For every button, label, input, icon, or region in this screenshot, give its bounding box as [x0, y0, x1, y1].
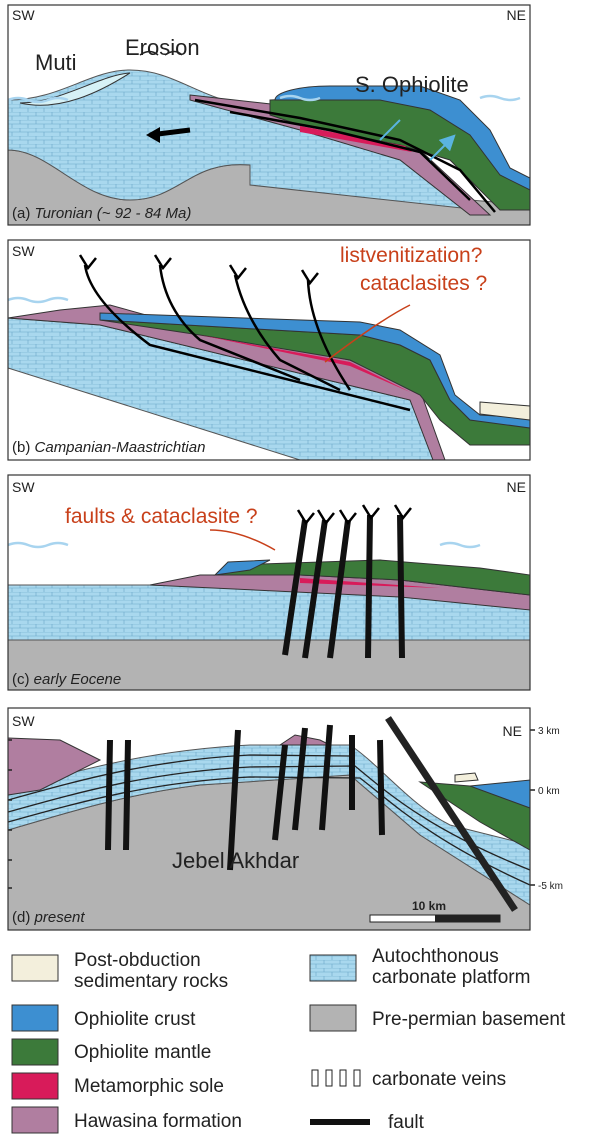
annotation: Erosion [125, 35, 200, 60]
ne-label: NE [507, 7, 526, 23]
sw-label: SW [12, 713, 35, 729]
legend: Post-obduction sedimentary rocks Ophioli… [12, 946, 566, 1133]
annotation: listvenitization? [340, 244, 482, 267]
depth-label: 0 km [538, 786, 560, 797]
annotation: cataclasites ? [360, 272, 487, 295]
panel-label: (a) [12, 205, 30, 222]
panel-age: present [34, 909, 86, 926]
panel-caption: (b) Campanian-Maastrichtian [12, 439, 205, 456]
panel-b: SW listvenitization? cataclasites ? (b) … [8, 240, 530, 460]
annotation: Muti [35, 50, 77, 75]
legend-label: fault [388, 1112, 425, 1133]
legend-label: Autochthonous [372, 946, 499, 967]
panel-caption: (a) Turonian (~ 92 - 84 Ma) [12, 205, 191, 222]
ne-label: NE [503, 723, 522, 739]
sw-label: SW [12, 479, 35, 495]
panel-c: SW NE faults & cataclasite ? (c) early E… [8, 475, 530, 690]
annotation: faults & cataclasite ? [65, 505, 258, 528]
sw-label: SW [12, 7, 35, 23]
ne-label: NE [507, 479, 526, 495]
figure: SW NE Muti Erosion S. Ophiolite (a) Turo… [0, 0, 616, 1139]
legend-label: Post-obduction [74, 950, 201, 971]
annotation: S. Ophiolite [355, 72, 469, 97]
panel-label: (b) [12, 439, 30, 456]
panel-label: (d) [12, 909, 30, 926]
depth-label: 3 km [538, 726, 560, 737]
panel-a: SW NE Muti Erosion S. Ophiolite (a) Turo… [8, 5, 530, 225]
legend-label: sedimentary rocks [74, 971, 228, 992]
legend-label: carbonate platform [372, 967, 530, 988]
depth-label: -5 km [538, 881, 563, 892]
panel-age: Turonian (~ 92 - 84 Ma) [35, 205, 192, 222]
legend-label: Pre-permian basement [372, 1009, 566, 1030]
panel-caption: (d) present [12, 909, 85, 926]
legend-label: Hawasina formation [74, 1111, 242, 1132]
panel-caption: (c) early Eocene [12, 671, 121, 688]
legend-label: carbonate veins [372, 1069, 506, 1090]
panel-d: SW NE 3 km 0 km -5 km Jebel Akhdar 10 km… [8, 708, 563, 930]
sw-label: SW [12, 243, 35, 259]
annotation: Jebel Akhdar [172, 848, 299, 873]
panel-age: Campanian-Maastrichtian [35, 439, 206, 456]
legend-label: Metamorphic sole [74, 1076, 224, 1097]
scale-bar-label: 10 km [412, 899, 446, 913]
legend-label: Ophiolite crust [74, 1009, 196, 1030]
panel-age: early Eocene [34, 671, 122, 688]
legend-label: Ophiolite mantle [74, 1042, 211, 1063]
panel-label: (c) [12, 671, 30, 688]
